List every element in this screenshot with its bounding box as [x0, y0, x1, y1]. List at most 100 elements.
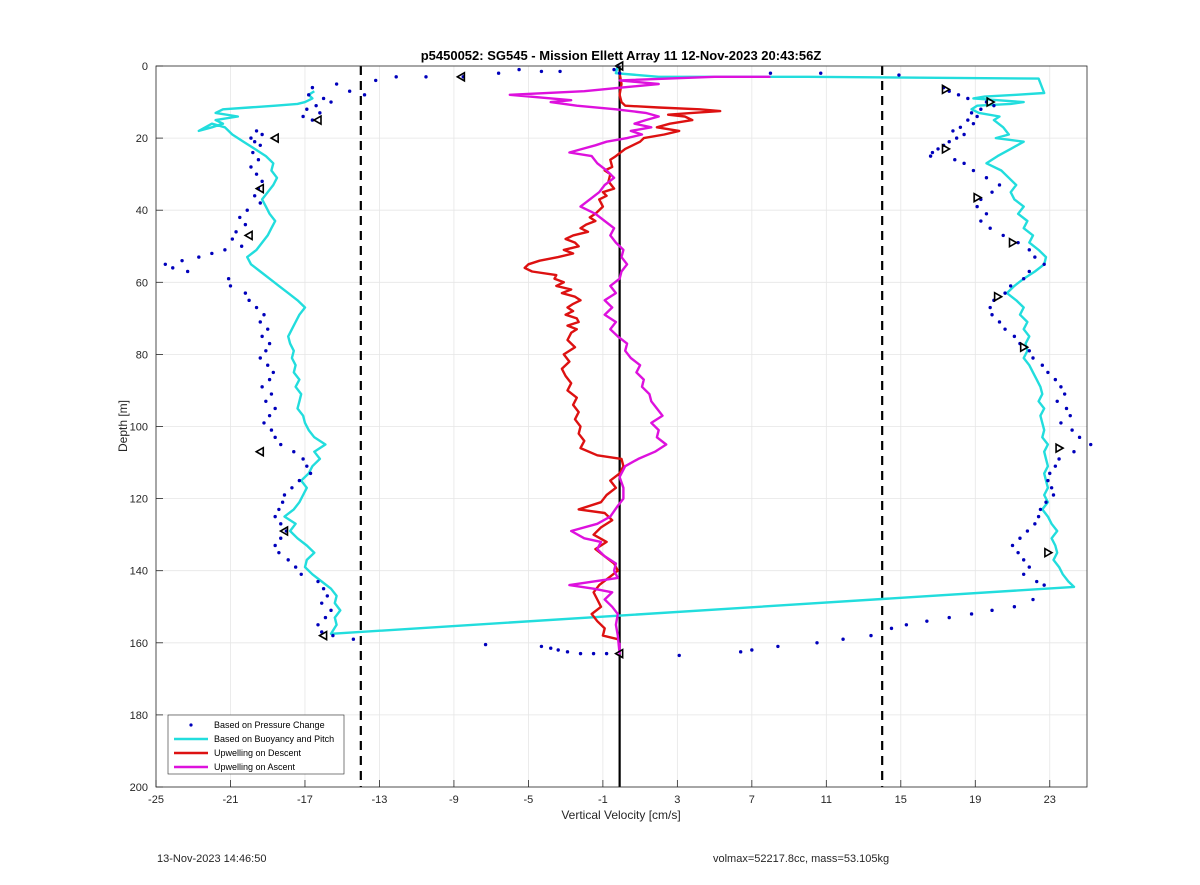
data-point — [1038, 507, 1043, 512]
data-point — [254, 172, 259, 176]
data-point — [1031, 356, 1035, 360]
data-point — [819, 71, 823, 75]
x-axis-label: Vertical Velocity [cm/s] — [561, 808, 680, 822]
data-point — [1046, 478, 1050, 483]
data-point — [254, 305, 259, 310]
data-point — [163, 262, 168, 266]
series-line — [523, 72, 722, 641]
data-point — [243, 291, 248, 295]
data-point — [1012, 334, 1017, 339]
series-line — [197, 65, 1076, 635]
data-point — [951, 129, 955, 133]
data-point — [975, 204, 979, 209]
data-point — [316, 579, 320, 584]
legend-label: Upwelling on Descent — [214, 748, 302, 758]
data-point — [1021, 276, 1026, 281]
data-point — [971, 168, 976, 173]
data-point — [1027, 349, 1031, 353]
data-point — [249, 165, 253, 169]
x-tick-label: -21 — [223, 794, 239, 806]
data-point — [230, 237, 235, 241]
data-point — [329, 608, 333, 613]
x-tick-label: 23 — [1044, 794, 1056, 806]
data-point — [260, 385, 264, 389]
data-point — [768, 71, 773, 75]
data-point — [316, 623, 320, 627]
series-upwelling-on-ascent — [508, 75, 771, 655]
data-point — [925, 619, 929, 623]
data-point — [578, 651, 583, 656]
data-point — [1042, 583, 1046, 587]
data-point — [889, 626, 894, 631]
data-point — [1064, 406, 1069, 411]
data-point — [258, 201, 262, 205]
data-point — [591, 651, 596, 656]
data-point — [329, 100, 333, 104]
data-point — [273, 514, 277, 519]
legend-label: Based on Pressure Change — [214, 720, 325, 730]
x-tick-label: 11 — [821, 794, 832, 806]
y-tick-label: 20 — [136, 133, 148, 145]
data-point — [738, 650, 743, 654]
data-point — [318, 111, 322, 115]
data-point — [1027, 565, 1031, 569]
data-point — [234, 230, 238, 234]
data-point — [374, 78, 378, 83]
data-point — [1053, 464, 1058, 468]
data-point — [539, 69, 544, 74]
data-point — [1044, 500, 1048, 504]
data-point — [264, 399, 268, 403]
data-point — [256, 158, 261, 162]
data-point — [228, 284, 233, 288]
data-point — [210, 251, 214, 256]
data-point — [979, 219, 983, 223]
data-point — [238, 215, 242, 220]
data-point — [269, 392, 274, 396]
data-point — [1033, 522, 1037, 526]
y-tick-label: 40 — [136, 205, 148, 217]
y-tick-label: 60 — [136, 277, 148, 289]
data-point — [305, 107, 309, 111]
data-point — [280, 500, 285, 504]
data-point — [273, 406, 277, 411]
data-point — [1059, 385, 1063, 389]
data-point — [325, 594, 330, 598]
series-markers — [243, 60, 1065, 659]
data-point — [351, 637, 356, 641]
data-point — [556, 648, 560, 652]
data-point — [1036, 514, 1041, 519]
x-axis-ticks: -25 -21 -17 -13 -9 -5 -1 3 7 11 15 19 23 — [148, 780, 1056, 806]
data-point — [279, 536, 283, 540]
y-axis-label: Depth [m] — [116, 400, 130, 452]
data-point — [260, 179, 264, 184]
triangle-marker — [455, 71, 466, 83]
data-point — [958, 125, 963, 129]
data-point — [223, 248, 227, 252]
data-point — [956, 93, 961, 97]
x-tick-label: 3 — [674, 794, 680, 806]
data-point — [1051, 493, 1056, 497]
data-point — [247, 298, 251, 303]
x-tick-label: 19 — [969, 794, 981, 806]
x-tick-label: -17 — [297, 794, 313, 806]
data-point — [267, 341, 272, 346]
triangle-marker — [1008, 237, 1019, 249]
data-point — [984, 212, 989, 216]
data-point — [279, 522, 283, 526]
legend: Based on Pressure Change Based on Buoyanc… — [167, 714, 345, 775]
legend-item: Upwelling on Descent — [174, 748, 302, 758]
legend-label: Upwelling on Ascent — [214, 762, 296, 772]
data-point — [226, 276, 231, 281]
data-point — [565, 650, 570, 654]
data-point — [305, 464, 309, 468]
data-point — [1003, 291, 1007, 295]
data-point — [262, 421, 266, 425]
data-point — [1016, 550, 1020, 555]
data-point — [290, 486, 294, 490]
data-point — [308, 471, 313, 476]
data-point — [1035, 579, 1039, 584]
data-point — [1055, 399, 1059, 403]
data-point — [334, 82, 339, 86]
data-point — [331, 633, 335, 638]
